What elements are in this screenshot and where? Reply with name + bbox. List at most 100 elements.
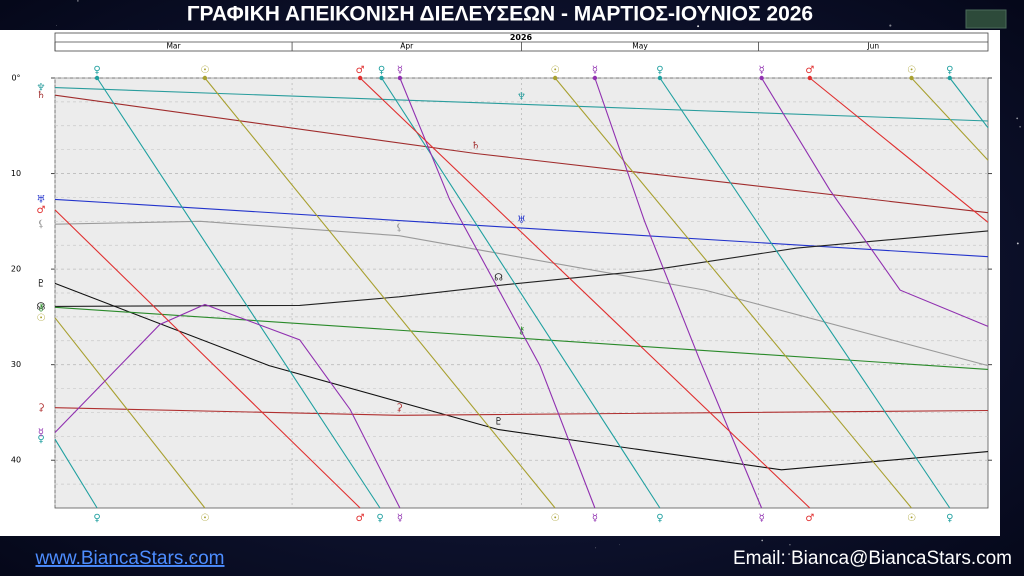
- left-glyph: ♅: [37, 194, 46, 205]
- y-tick-label: 0°: [11, 74, 20, 83]
- year-label: 2026: [510, 33, 533, 42]
- email: Email: Bianca@BiancaStars.com: [733, 548, 1012, 569]
- line-glyph: ♅: [517, 215, 526, 226]
- left-glyph: ☉: [37, 313, 46, 324]
- website-link[interactable]: www.BiancaStars.com: [34, 548, 224, 569]
- top-glyph: ♀: [93, 65, 100, 76]
- start-dot: [552, 75, 558, 81]
- series-line: [54, 77, 989, 509]
- star: [509, 18, 511, 20]
- start-dot: [759, 75, 764, 81]
- series-line: [54, 220, 989, 367]
- bottom-glyph: ☉: [200, 513, 209, 524]
- start-dot: [202, 75, 208, 81]
- left-glyph: ♇: [37, 278, 46, 289]
- star: [768, 14, 770, 16]
- star: [619, 544, 620, 546]
- star: [1016, 117, 1019, 120]
- start-dot: [947, 75, 952, 81]
- line-glyph: ⚳: [395, 402, 402, 413]
- top-glyph: ☉: [551, 65, 560, 76]
- star: [789, 544, 791, 546]
- line-glyph: ♄: [471, 140, 480, 151]
- start-dot: [909, 75, 914, 81]
- series-line: [54, 306, 989, 370]
- left-glyph: ⚳: [37, 403, 44, 414]
- star: [1019, 125, 1022, 128]
- start-dot: [657, 75, 663, 81]
- x-tick-label: Jun: [866, 42, 879, 51]
- bottom-glyph: ☿: [397, 513, 403, 524]
- left-glyph: ♂: [37, 205, 46, 216]
- star: [76, 0, 79, 2]
- star: [191, 557, 194, 559]
- bottom-glyph: ♀: [656, 513, 663, 524]
- start-dot: [94, 75, 100, 81]
- bottom-glyph: ☉: [907, 513, 916, 524]
- top-glyph: ☿: [759, 65, 765, 76]
- x-tick-label: Apr: [400, 42, 414, 51]
- top-glyph: ♂: [805, 65, 814, 76]
- star: [55, 25, 57, 26]
- left-glyph: ♀: [37, 434, 44, 445]
- star: [1016, 242, 1019, 245]
- y-tick-label: 20: [11, 265, 21, 274]
- x-tick-label: May: [632, 42, 648, 51]
- start-dot: [807, 75, 813, 81]
- star: [697, 25, 700, 28]
- bottom-glyph: ♂: [356, 513, 365, 524]
- star: [595, 547, 597, 549]
- series-line: [54, 77, 989, 509]
- series-line: [54, 198, 989, 258]
- top-glyph: ♀: [946, 65, 953, 76]
- left-glyph: ⚸: [37, 219, 44, 230]
- series-line: [54, 282, 989, 471]
- bottom-glyph: ♂: [805, 513, 814, 524]
- corner-button[interactable]: [965, 9, 1007, 29]
- top-glyph: ♀: [378, 65, 385, 76]
- line-glyph: ⚸: [395, 223, 402, 234]
- star: [826, 560, 828, 562]
- bottom-glyph: ☿: [759, 513, 765, 524]
- series-line: [54, 94, 989, 214]
- y-tick-label: 30: [11, 360, 21, 369]
- star: [761, 539, 764, 542]
- top-glyph: ☉: [200, 65, 209, 76]
- start-dot: [379, 75, 384, 81]
- left-glyph: ☊: [37, 301, 46, 312]
- star: [889, 24, 892, 27]
- y-tick-label: 10: [11, 169, 21, 178]
- series-line: [54, 407, 989, 416]
- bottom-glyph: ♀: [93, 513, 100, 524]
- left-glyph: ♆: [37, 83, 46, 94]
- line-glyph: ☊: [494, 272, 503, 283]
- start-dot: [592, 75, 598, 81]
- bottom-glyph: ♀: [376, 513, 383, 524]
- series-line: [54, 230, 989, 307]
- top-glyph: ♀: [656, 65, 663, 76]
- top-glyph: ☿: [397, 65, 403, 76]
- bottom-glyph: ♀: [946, 513, 953, 524]
- line-glyph: ♇: [494, 417, 503, 428]
- star: [202, 16, 204, 18]
- line-glyph: ♆: [517, 91, 526, 102]
- bottom-glyph: ☿: [592, 513, 598, 524]
- left-glyph: ⚷: [37, 302, 44, 313]
- left-glyph: ♄: [37, 90, 46, 101]
- star: [640, 8, 643, 11]
- chart-title: ΓΡΑΦΙΚΗ ΑΠΕΙΚΟΝΙΣΗ ΔΙΕΛΕΥΣΕΩΝ - ΜΑΡΤΙΟΣ-…: [187, 3, 813, 26]
- star: [788, 553, 791, 556]
- series-line: [54, 87, 989, 122]
- series-line: [54, 77, 989, 509]
- top-glyph: ☿: [592, 65, 598, 76]
- y-tick-label: 40: [11, 456, 21, 465]
- series-line: [54, 77, 989, 509]
- start-dot: [397, 75, 403, 81]
- top-glyph: ☉: [907, 65, 916, 76]
- left-glyph: ☿: [38, 428, 44, 439]
- start-dot: [357, 75, 363, 81]
- x-tick-label: Mar: [166, 42, 181, 51]
- top-glyph: ♂: [356, 65, 365, 76]
